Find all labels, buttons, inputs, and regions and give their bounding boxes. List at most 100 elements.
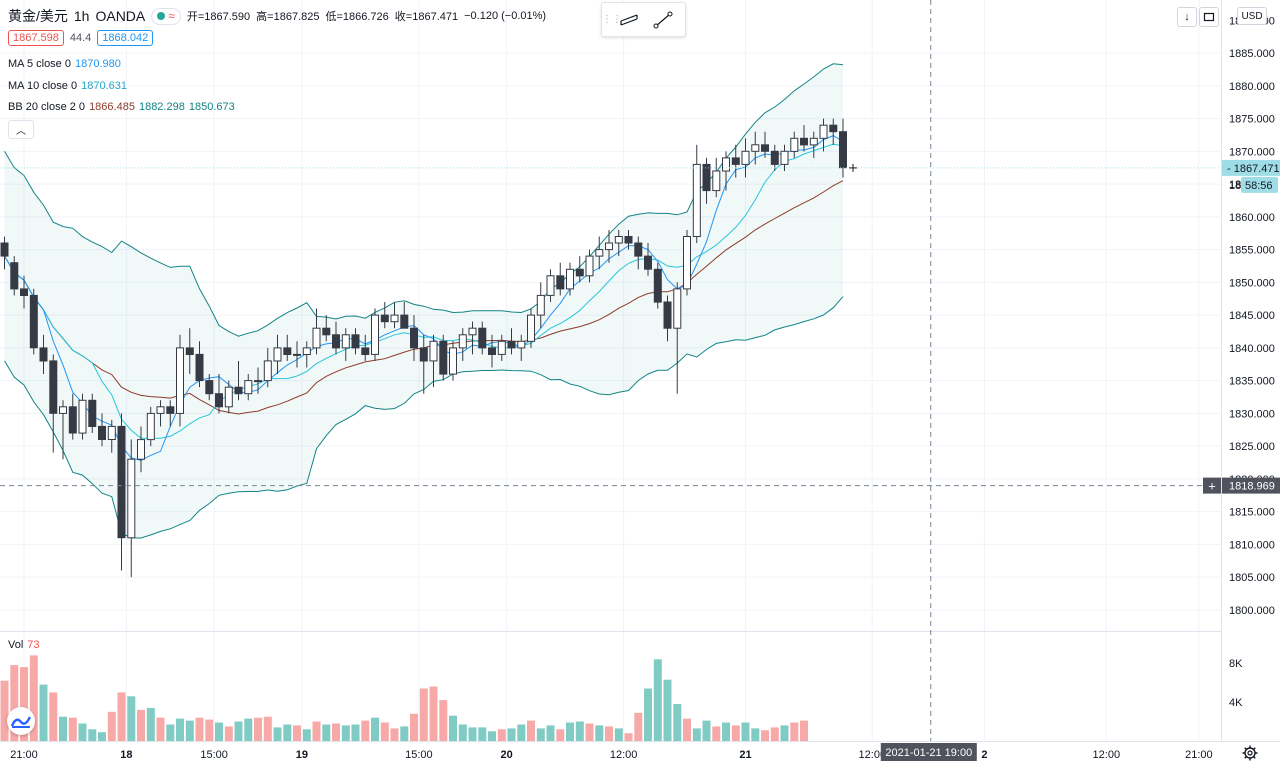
crosshair-price-label: 1818.969 xyxy=(1229,481,1275,493)
volume-bar xyxy=(68,717,77,741)
volume-legend[interactable]: Vol 73 xyxy=(8,639,40,651)
volume-bar xyxy=(673,704,682,741)
candle-body xyxy=(731,157,740,165)
volume-bar xyxy=(780,725,789,741)
volume-bar xyxy=(78,723,87,741)
volume-bar xyxy=(449,715,457,741)
candle-body xyxy=(536,294,545,316)
market-open-dot-icon xyxy=(157,12,166,20)
candle-body xyxy=(449,347,457,375)
market-status-badge[interactable]: ≈ xyxy=(151,7,181,25)
candle-body xyxy=(595,249,604,257)
volume-bar xyxy=(293,725,301,741)
bb-lower-value: 1850.673 xyxy=(188,101,235,113)
candle-body xyxy=(429,340,438,362)
scroll-to-latest-button[interactable]: ↓ xyxy=(1177,7,1197,27)
volume-value: 73 xyxy=(27,639,40,651)
currency-selector[interactable]: USD xyxy=(1237,7,1267,25)
volume-bar xyxy=(273,727,282,741)
candle-body xyxy=(439,340,448,375)
volume-bar xyxy=(566,722,574,741)
candle-body xyxy=(780,150,789,165)
price-tick-label: 1845.000 xyxy=(1229,310,1275,322)
candle-body xyxy=(127,458,136,539)
volume-bar xyxy=(731,725,740,741)
sell-price-button[interactable]: 1867.598 xyxy=(8,30,64,46)
price-tick-label: 1840.000 xyxy=(1229,343,1275,355)
last-price-label-bg xyxy=(1222,159,1280,176)
volume-bar xyxy=(527,720,535,741)
candle-body xyxy=(341,334,350,349)
candle-body xyxy=(156,406,165,414)
indicator-bb[interactable]: BB 20 close 2 0 1866.485 1882.298 1850.673 xyxy=(8,101,239,113)
volume-bar xyxy=(800,720,808,741)
candle-body xyxy=(205,380,214,395)
price-tick-label: 1805.000 xyxy=(1229,572,1275,584)
time-tick-label: 20 xyxy=(500,749,512,761)
candle-body xyxy=(546,275,555,296)
candle-body xyxy=(293,353,301,356)
candle-body xyxy=(78,399,87,434)
volume-bar xyxy=(556,729,565,741)
interval-label[interactable]: 1h xyxy=(73,8,90,24)
volume-bar xyxy=(614,728,623,741)
chart-settings-gear-icon[interactable] xyxy=(1241,744,1259,762)
price-tick-label: 1855.000 xyxy=(1229,245,1275,257)
maximize-chart-button[interactable] xyxy=(1199,7,1219,27)
volume-bar xyxy=(536,728,545,741)
bb-upper-value: 1882.298 xyxy=(138,101,185,113)
candle-body xyxy=(410,327,418,349)
volume-bar xyxy=(127,696,136,741)
volume-bar xyxy=(595,725,604,741)
candle-body xyxy=(770,150,779,165)
price-axis xyxy=(1221,0,1280,766)
candle-body xyxy=(468,327,477,336)
volume-bar xyxy=(234,721,243,741)
tradingview-logo-icon[interactable] xyxy=(7,707,35,735)
candle-body xyxy=(234,386,243,395)
countdown-label: 58:56 xyxy=(1245,180,1273,192)
drag-handle-icon[interactable]: ⋮⋮ xyxy=(602,14,622,25)
indicator-ma10[interactable]: MA 10 close 0 1870.631 xyxy=(8,80,131,92)
collapse-indicators-button[interactable]: ︿ xyxy=(8,120,34,139)
candle-body xyxy=(614,236,623,244)
volume-bar xyxy=(722,722,730,741)
volume-bar xyxy=(712,726,721,741)
price-tick-label: 1825.000 xyxy=(1229,441,1275,453)
candle-body xyxy=(185,347,194,355)
volume-bar xyxy=(458,724,467,741)
candle-body xyxy=(0,242,9,257)
last-price-label: - 1867.471 xyxy=(1227,163,1280,175)
indicator-ma5[interactable]: MA 5 close 0 1870.980 xyxy=(8,58,125,70)
volume-bar xyxy=(790,722,799,741)
candles xyxy=(0,118,847,578)
volume-bar xyxy=(410,713,418,741)
volume-bar xyxy=(166,724,175,741)
candle-body xyxy=(361,347,370,355)
chevron-up-icon: ︿ xyxy=(16,126,26,137)
bid-ask-row: 1867.598 44.4 1868.042 xyxy=(8,30,154,46)
volume-bar xyxy=(185,720,194,741)
volume-bar xyxy=(146,707,155,741)
buy-price-button[interactable]: 1868.042 xyxy=(97,30,154,46)
candle-body xyxy=(254,380,262,383)
trend-line-tool-button[interactable] xyxy=(646,6,680,34)
candle-body xyxy=(634,242,643,257)
candle-body xyxy=(741,150,750,165)
candle-body xyxy=(176,347,184,414)
volume-bar xyxy=(380,722,389,741)
parallel-channel-tool-button[interactable] xyxy=(612,6,646,34)
symbol-title[interactable]: 黄金/美元 xyxy=(8,8,68,24)
volume-bar xyxy=(361,720,370,741)
price-tick-label: 1875.000 xyxy=(1229,114,1275,126)
candle-body xyxy=(712,170,721,192)
candle-body xyxy=(39,347,48,362)
volume-bar xyxy=(49,692,58,741)
candle-body xyxy=(653,268,662,303)
volume-bar xyxy=(644,688,652,741)
volume-bar xyxy=(312,721,321,741)
candle-body xyxy=(722,157,730,172)
candle-body xyxy=(302,347,311,355)
price-tick-label: 1810.000 xyxy=(1229,539,1275,551)
